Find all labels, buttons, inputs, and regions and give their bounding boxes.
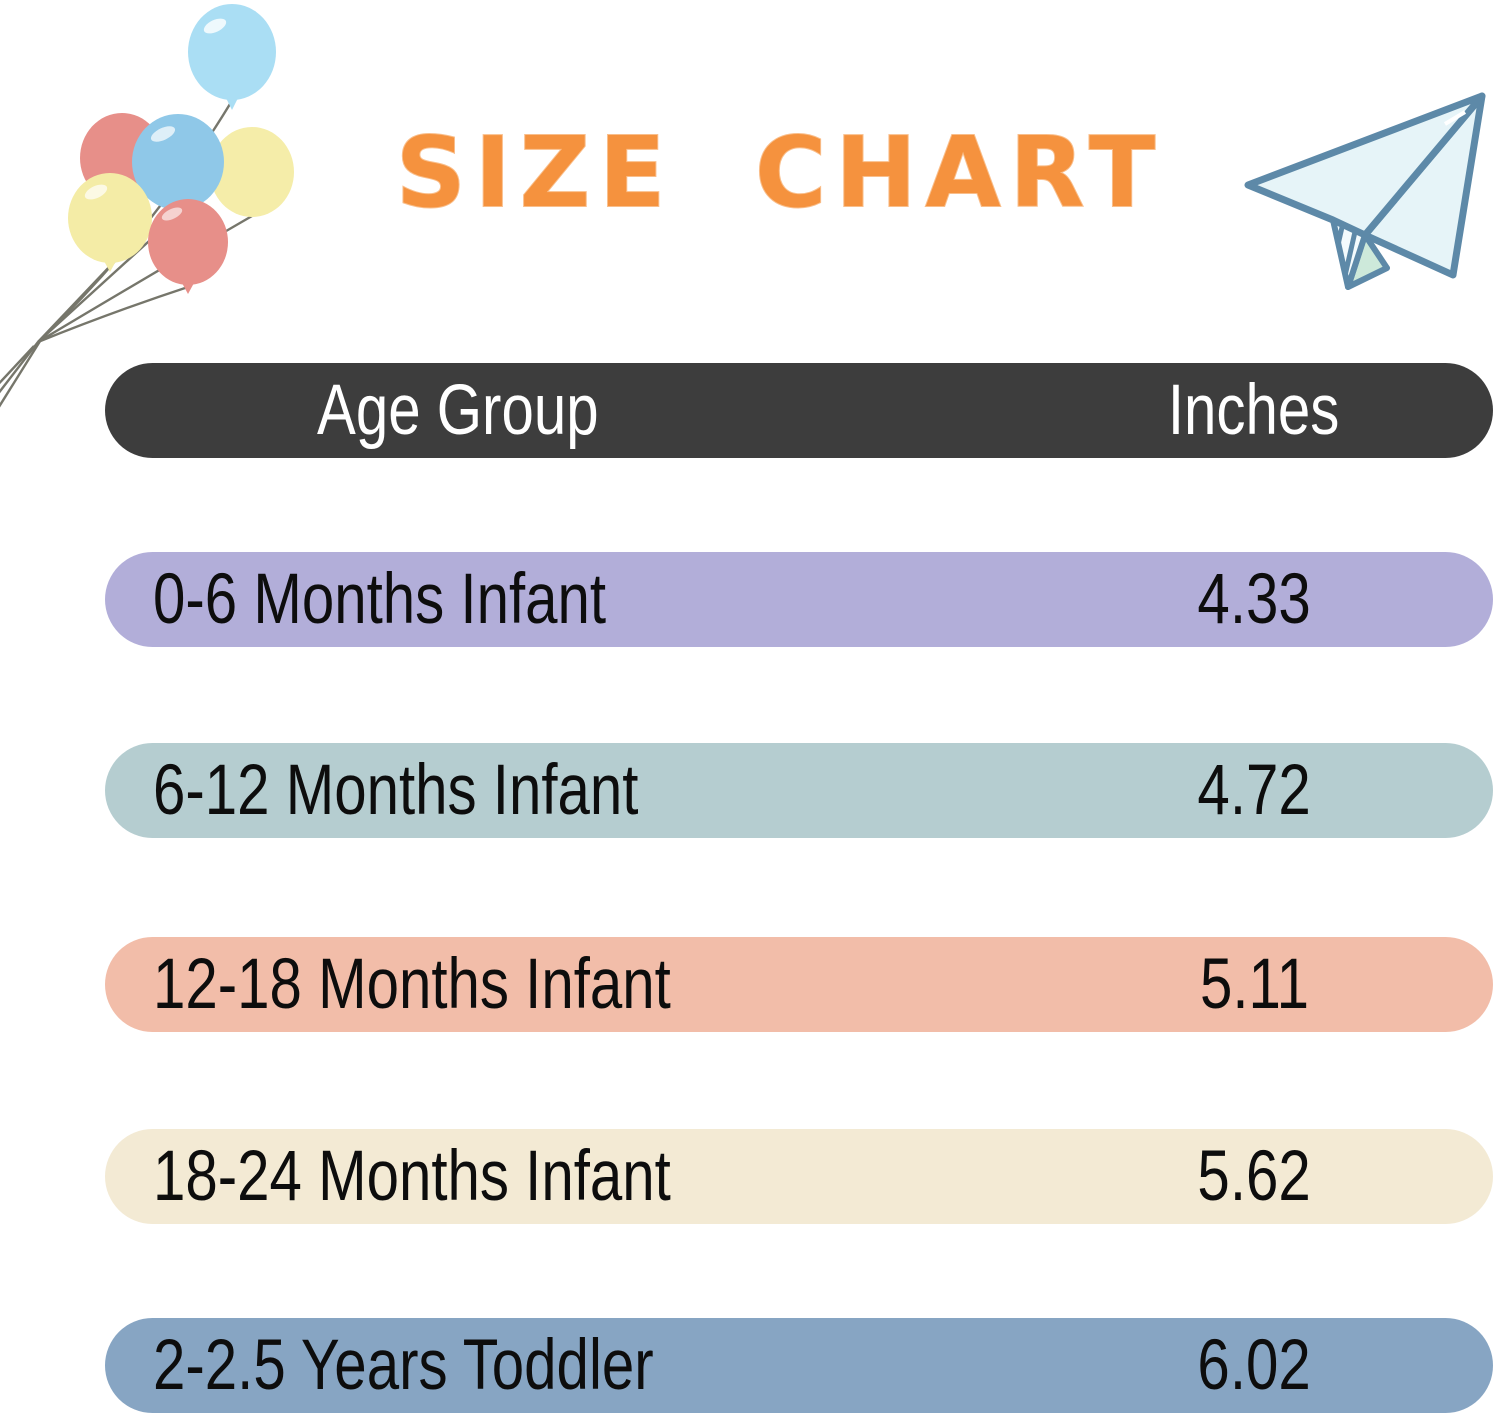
table-row: 12-18 Months Infant 5.11 [105,937,1493,1032]
row-inches-value: 5.62 [1197,1137,1311,1216]
header-inches-label: Inches [1168,371,1340,450]
row-age-group-label: 0-6 Months Infant [153,560,607,639]
page-title: SIZE CHART [395,115,1165,230]
row-age-group-label: 2-2.5 Years Toddler [153,1326,654,1405]
header-age-group-label: Age Group [317,371,599,450]
row-inches-value: 4.72 [1197,751,1311,830]
row-inches-value: 4.33 [1197,560,1311,639]
paper-airplane-icon [1244,92,1486,290]
table-row: 6-12 Months Infant 4.72 [105,743,1493,838]
row-age-group-label: 18-24 Months Infant [153,1137,671,1216]
row-age-group-label: 12-18 Months Infant [153,945,671,1024]
row-inches-value: 5.11 [1199,945,1309,1024]
table-header-bar: Age Group Inches [105,363,1493,458]
table-row: 0-6 Months Infant 4.33 [105,552,1493,647]
table-row: 18-24 Months Infant 5.62 [105,1129,1493,1224]
balloons-illustration [0,4,294,408]
table-row: 2-2.5 Years Toddler 6.02 [105,1318,1493,1413]
row-inches-value: 6.02 [1197,1326,1311,1405]
size-table: Age Group Inches 0-6 Months Infant 4.33 … [105,363,1493,1413]
row-age-group-label: 6-12 Months Infant [153,751,639,830]
